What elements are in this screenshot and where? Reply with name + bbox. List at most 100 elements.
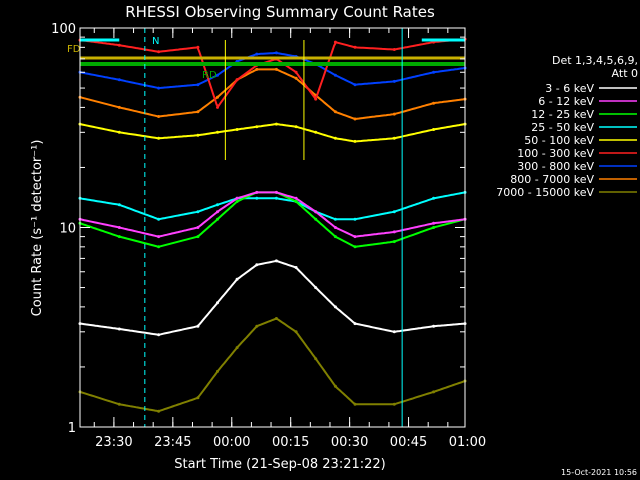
series-4-point-7 bbox=[274, 122, 278, 126]
x-tick-label-5: 00:45 bbox=[390, 435, 427, 450]
series-2-point-1 bbox=[117, 235, 121, 239]
series-7-point-11 bbox=[353, 117, 357, 121]
series-4-point-9 bbox=[314, 130, 318, 134]
series-1-point-11 bbox=[353, 235, 357, 239]
series-5-point-8 bbox=[294, 70, 298, 74]
legend-label-7: 800 - 7000 keV bbox=[510, 173, 594, 186]
series-line-3 bbox=[79, 191, 466, 221]
series-8-point-5 bbox=[235, 346, 239, 350]
legend-header-line-2: Att 0 bbox=[612, 67, 638, 80]
x-tick-label-6: 01:00 bbox=[449, 435, 486, 450]
series-8-point-2 bbox=[157, 409, 161, 413]
series-5-point-3 bbox=[196, 45, 200, 49]
series-1-point-5 bbox=[235, 196, 239, 200]
series-7-point-3 bbox=[196, 110, 200, 114]
series-1-point-13 bbox=[432, 221, 436, 225]
series-1-point-12 bbox=[392, 230, 396, 234]
series-0-point-9 bbox=[314, 286, 318, 290]
series-2-point-9 bbox=[314, 217, 318, 221]
series-0-point-11 bbox=[353, 322, 357, 326]
series-6-point-11 bbox=[353, 83, 357, 87]
series-0-point-4 bbox=[216, 301, 219, 305]
legend-label-0: 3 - 6 keV bbox=[545, 82, 594, 95]
y-tick-label-1: 10 bbox=[59, 222, 76, 237]
series-3-point-3 bbox=[196, 210, 200, 214]
series-0-point-3 bbox=[196, 324, 200, 328]
series-1-point-2 bbox=[157, 235, 161, 239]
series-3-point-1 bbox=[117, 203, 121, 207]
series-8-point-11 bbox=[353, 402, 357, 406]
series-6-point-4 bbox=[216, 73, 219, 77]
series-8-point-6 bbox=[255, 324, 259, 328]
series-5-point-1 bbox=[117, 43, 121, 47]
series-3-point-6 bbox=[255, 196, 259, 200]
x-tick-label-0: 23:30 bbox=[95, 435, 132, 450]
series-7-point-8 bbox=[294, 76, 298, 80]
series-1-point-7 bbox=[274, 190, 278, 194]
series-8-point-13 bbox=[432, 390, 436, 394]
y-tick-label-0: 1 bbox=[68, 421, 76, 436]
legend-label-6: 300 - 800 keV bbox=[517, 160, 594, 173]
series-6-point-1 bbox=[117, 78, 121, 82]
x-tick-label-1: 23:45 bbox=[154, 435, 191, 450]
series-0-point-5 bbox=[235, 277, 239, 281]
series-2-point-3 bbox=[196, 235, 200, 239]
series-3-point-13 bbox=[432, 196, 436, 200]
series-4-point-1 bbox=[117, 130, 121, 134]
series-0-point-8 bbox=[294, 266, 298, 269]
series-8-point-8 bbox=[294, 330, 298, 334]
series-0-point-2 bbox=[157, 333, 161, 337]
series-6-point-12 bbox=[392, 79, 396, 83]
series-1-point-6 bbox=[255, 190, 259, 194]
series-6-point-10 bbox=[333, 73, 337, 77]
series-5-point-9 bbox=[314, 97, 318, 101]
series-8-point-3 bbox=[196, 396, 200, 400]
series-4-point-3 bbox=[196, 133, 200, 137]
series-2-point-5 bbox=[235, 200, 239, 203]
series-2-point-10 bbox=[333, 235, 337, 239]
series-6-point-7 bbox=[274, 51, 278, 55]
series-8-point-7 bbox=[274, 317, 278, 320]
series-5-point-10 bbox=[333, 40, 337, 44]
series-7-point-2 bbox=[157, 115, 161, 118]
legend-label-4: 50 - 100 keV bbox=[524, 134, 594, 147]
series-line-1 bbox=[79, 191, 466, 238]
series-3-point-4 bbox=[216, 203, 219, 207]
series-8-point-12 bbox=[392, 402, 396, 406]
series-1-point-9 bbox=[314, 210, 318, 214]
legend-header-line-1: Det 1,3,4,5,6,9, bbox=[552, 54, 638, 67]
series-5-point-4 bbox=[216, 105, 219, 109]
series-2-point-8 bbox=[294, 200, 298, 203]
series-2-point-4 bbox=[216, 217, 219, 221]
series-8-point-10 bbox=[333, 384, 337, 388]
series-0-point-10 bbox=[333, 305, 337, 309]
flag-label-rd: RD bbox=[202, 70, 217, 81]
series-0-point-1 bbox=[117, 327, 121, 331]
series-2-point-12 bbox=[392, 240, 396, 244]
y-axis-label: Count Rate (s⁻¹ detector⁻¹) bbox=[30, 140, 45, 317]
series-0-point-12 bbox=[392, 330, 396, 334]
legend-label-5: 100 - 300 keV bbox=[517, 147, 594, 160]
series-4-point-4 bbox=[216, 130, 219, 134]
series-line-7 bbox=[79, 68, 466, 120]
series-line-6 bbox=[79, 51, 466, 90]
legend-label-2: 12 - 25 keV bbox=[531, 108, 594, 121]
series-8-point-4 bbox=[216, 369, 219, 373]
series-1-point-4 bbox=[216, 210, 219, 214]
series-line-5 bbox=[79, 38, 466, 108]
y-tick-label-2: 100 bbox=[51, 22, 76, 37]
series-6-point-3 bbox=[196, 83, 200, 87]
flag-label-n: N bbox=[152, 36, 159, 47]
series-3-point-2 bbox=[157, 217, 161, 221]
series-4-point-2 bbox=[157, 136, 161, 140]
series-line-8 bbox=[79, 317, 466, 413]
x-tick-label-4: 00:30 bbox=[331, 435, 368, 450]
series-3-point-11 bbox=[353, 217, 357, 221]
series-4-point-5 bbox=[235, 128, 239, 131]
series-0-point-7 bbox=[274, 259, 278, 263]
series-5-point-5 bbox=[235, 78, 239, 82]
x-tick-label-3: 00:15 bbox=[272, 435, 309, 450]
series-1-point-1 bbox=[117, 226, 121, 229]
series-7-point-6 bbox=[255, 67, 259, 71]
